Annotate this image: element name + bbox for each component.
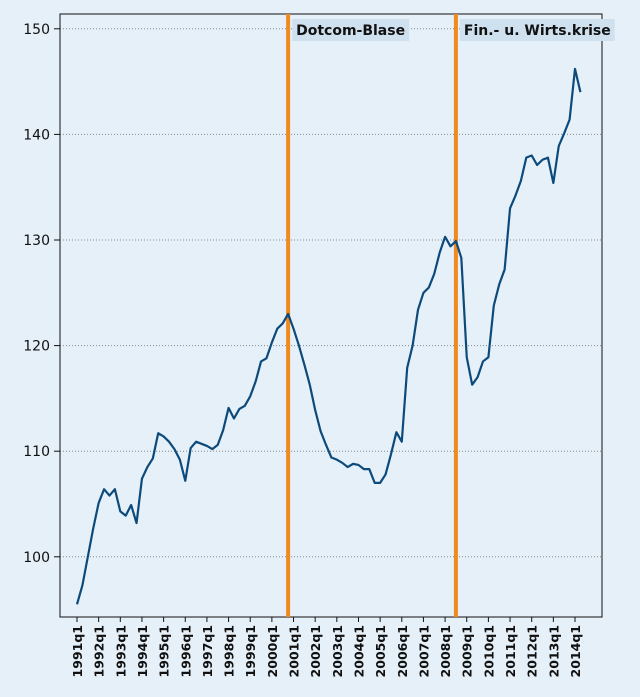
- event-label-box: [292, 19, 410, 41]
- x-tick-label: 1993q1: [113, 625, 128, 677]
- x-tick-label: 2000q1: [265, 625, 280, 677]
- x-tick-label: 1992q1: [92, 625, 107, 677]
- x-tick-label: 2012q1: [525, 625, 540, 677]
- x-tick-label: 2007q1: [416, 625, 431, 677]
- event-label-box: [459, 19, 615, 41]
- x-tick-label: 2010q1: [481, 625, 496, 677]
- x-tick-label: 1997q1: [200, 625, 215, 677]
- x-tick-label: 2011q1: [503, 625, 518, 677]
- x-tick-label: 1996q1: [178, 625, 193, 677]
- x-tick-label: 1994q1: [135, 625, 150, 677]
- plot-frame: [59, 13, 603, 618]
- x-tick-label: 1998q1: [222, 625, 237, 677]
- x-tick-label: 2005q1: [373, 625, 388, 677]
- event-label-text: Fin.- u. Wirts.krise: [464, 23, 611, 39]
- x-tick-label: 2014q1: [568, 625, 583, 677]
- x-tick-label: 2004q1: [351, 625, 366, 677]
- y-tick-label: 100: [23, 550, 50, 566]
- y-tick-label: 150: [23, 22, 50, 38]
- x-tick-label: 1991q1: [70, 625, 85, 677]
- data-line: [75, 67, 582, 605]
- event-label: Fin.- u. Wirts.krise: [459, 19, 615, 41]
- x-tick-label: 2008q1: [438, 625, 453, 677]
- y-tick-label: 120: [23, 339, 50, 355]
- y-tick-label: 140: [23, 127, 50, 143]
- x-tick-label: 2001q1: [287, 625, 302, 677]
- event-label: Dotcom-Blase: [292, 19, 410, 41]
- x-tick-label: 2013q1: [546, 625, 561, 677]
- x-tick-label: 2002q1: [308, 625, 323, 677]
- y-tick-label: 110: [23, 444, 50, 460]
- x-tick-label: 2003q1: [330, 625, 345, 677]
- x-tick-label: 1999q1: [243, 625, 258, 677]
- x-tick-label: 2009q1: [460, 625, 475, 677]
- y-tick-label: 130: [23, 233, 50, 249]
- x-tick-label: 2006q1: [395, 625, 410, 677]
- event-label-text: Dotcom-Blase: [296, 23, 405, 39]
- x-tick-label: 1995q1: [157, 625, 172, 677]
